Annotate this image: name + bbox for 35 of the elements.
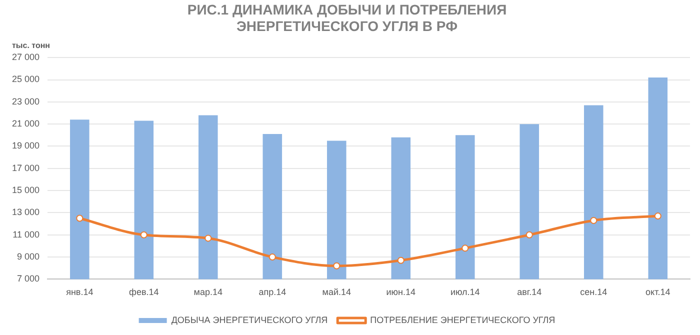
y-tick-label: 11 000 xyxy=(12,229,40,240)
point xyxy=(140,231,148,238)
x-tick-label: сен.14 xyxy=(580,287,608,298)
point xyxy=(333,262,340,270)
y-tick-label: 13 000 xyxy=(12,207,40,218)
y-axis-title: тыс. тонн xyxy=(12,40,50,50)
point xyxy=(397,256,404,264)
x-tick-label: май.14 xyxy=(322,287,352,298)
y-tick-label: 27 000 xyxy=(12,52,40,62)
y-tick-label: 23 000 xyxy=(12,96,40,106)
x-tick-label: июн.14 xyxy=(386,287,416,298)
point xyxy=(654,212,662,220)
y-tick-label: 21 000 xyxy=(12,118,40,129)
legend-label: ПОТРЕБЛЕНИЕ ЭНЕРГЕТИЧЕСКОГО УГЛЯ xyxy=(370,314,556,325)
x-tick-label: окт.14 xyxy=(646,287,670,298)
y-tick-label: 15 000 xyxy=(12,185,40,196)
y-tick-label: 25 000 xyxy=(12,74,40,84)
legend-label: ДОБЫЧА ЭНЕРГЕТИЧЕСКОГО УГЛЯ xyxy=(171,314,328,325)
y-tick-label: 9 000 xyxy=(16,252,40,262)
point xyxy=(526,231,533,238)
point xyxy=(204,234,212,242)
x-tick-label: фев.14 xyxy=(129,287,159,298)
y-tick-label: 7 000 xyxy=(16,274,40,284)
x-tick-label: июл.14 xyxy=(450,287,480,298)
y-tick-label: 17 000 xyxy=(12,162,40,173)
x-tick-label: авг.14 xyxy=(517,287,542,298)
point xyxy=(462,244,469,252)
chart-title: РИС.1 ДИНАМИКА ДОБЫЧИ И ПОТРЕБЛЕНИЯ ЭНЕРГЕТИЧЕСКОГО УГЛЯ В РФ xyxy=(187,1,507,34)
x-tick-label: янв.14 xyxy=(66,287,94,298)
x-tick-label: мар.14 xyxy=(194,287,223,298)
point xyxy=(268,254,276,261)
point xyxy=(76,214,84,222)
point xyxy=(590,216,598,224)
x-tick-label: апр.14 xyxy=(258,287,286,298)
y-tick-label: 19 000 xyxy=(12,140,40,151)
